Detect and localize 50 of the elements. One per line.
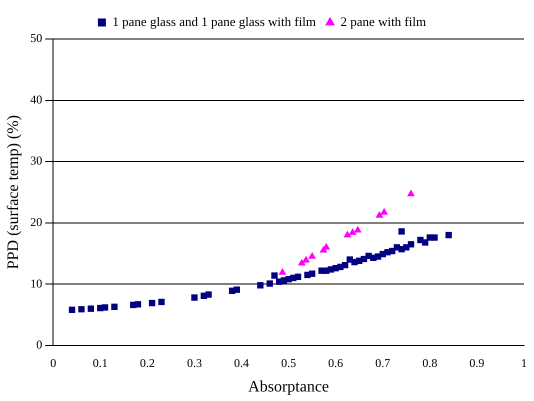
- point: [348, 228, 357, 235]
- point: [102, 304, 108, 311]
- point: [445, 232, 452, 238]
- point: [278, 268, 286, 275]
- legend-label: 2 pane with film: [340, 14, 426, 29]
- point: [111, 304, 118, 310]
- point: [422, 239, 428, 246]
- point: [78, 306, 85, 312]
- point: [398, 228, 405, 235]
- x-tick-label: 1: [521, 356, 527, 370]
- x-tick-label: 0.7: [375, 356, 390, 370]
- point: [266, 280, 273, 287]
- x-tick-label: 0.3: [186, 356, 202, 370]
- point: [191, 294, 198, 301]
- x-tick-label: 0: [50, 356, 56, 370]
- point: [342, 262, 348, 268]
- point: [407, 190, 415, 196]
- y-tick-label: 10: [30, 276, 42, 290]
- x-tick-label: 0.6: [328, 356, 344, 370]
- point: [302, 256, 310, 262]
- point: [68, 306, 76, 314]
- point: [298, 258, 306, 266]
- y-tick-label: 0: [36, 338, 42, 352]
- x-tick-label: 0.5: [281, 356, 296, 370]
- point: [234, 286, 240, 293]
- point: [344, 230, 352, 238]
- y-tick-label: 50: [30, 31, 42, 46]
- point: [148, 300, 156, 306]
- point: [354, 226, 362, 232]
- x-tick-label: 0.8: [422, 356, 438, 370]
- point: [376, 210, 384, 218]
- y-tick-label: 20: [30, 214, 42, 229]
- x-axis-title: Absorptance: [248, 378, 330, 396]
- point: [88, 305, 94, 312]
- y-tick-label: 30: [30, 154, 42, 168]
- x-tick-label: 0.4: [234, 356, 250, 370]
- y-tick-label: 40: [30, 92, 42, 106]
- point: [408, 241, 414, 248]
- x-tick-label: 0.2: [140, 356, 155, 370]
- point: [158, 298, 165, 306]
- x-tick-label: 0.9: [469, 356, 484, 370]
- point: [134, 301, 142, 308]
- x-tick-label: 0.1: [92, 356, 108, 370]
- legend-label: 1 pane glass and 1 pane glass with film: [112, 14, 316, 29]
- point: [380, 208, 388, 215]
- point: [257, 282, 264, 289]
- point: [294, 274, 302, 280]
- point: [308, 252, 316, 259]
- point: [308, 270, 316, 277]
- y-axis-title: PPD (surface temp) (%): [4, 115, 22, 270]
